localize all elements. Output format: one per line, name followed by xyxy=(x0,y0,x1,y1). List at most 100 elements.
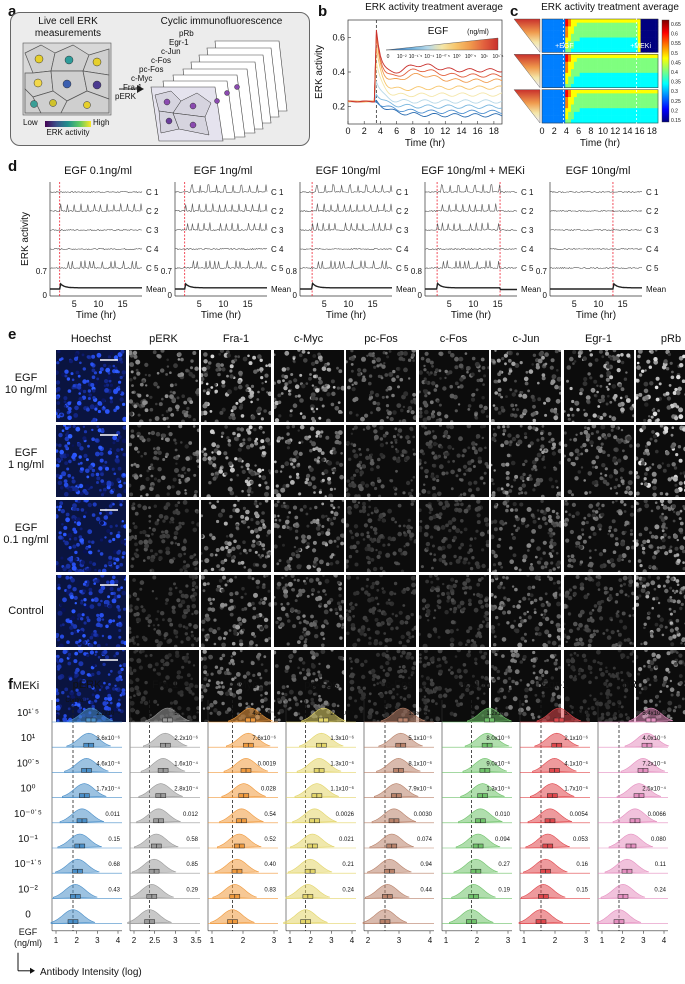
nucleus xyxy=(210,607,216,612)
nucleus xyxy=(412,415,416,421)
nucleus xyxy=(239,642,244,647)
heat-cell xyxy=(631,65,636,70)
nucleus xyxy=(210,472,215,476)
nucleus xyxy=(512,408,515,411)
nucleus xyxy=(186,604,190,609)
heat-cell xyxy=(582,44,586,49)
heat-cell xyxy=(614,100,618,105)
heat-cell xyxy=(646,65,650,70)
nucleus xyxy=(612,447,617,452)
nucleus xyxy=(251,601,255,606)
nucleus xyxy=(107,355,111,359)
nucleus xyxy=(67,415,72,421)
nucleus xyxy=(506,425,510,429)
nucleus xyxy=(94,381,98,386)
heat-cell xyxy=(565,37,569,42)
nucleus xyxy=(203,447,207,451)
nucleus xyxy=(92,389,96,393)
nucleus xyxy=(115,455,119,459)
heat-cell xyxy=(562,119,566,124)
nucleus xyxy=(321,366,326,371)
nucleus xyxy=(171,609,175,614)
heat-cell xyxy=(611,97,615,102)
heat-cell xyxy=(626,41,630,46)
heat-cell xyxy=(544,65,549,70)
heat-cell xyxy=(602,26,607,31)
nucleus xyxy=(459,530,463,534)
heat-cell xyxy=(652,61,656,66)
heat-cell xyxy=(623,19,627,24)
nucleus xyxy=(320,458,325,462)
heat-cell xyxy=(626,65,630,70)
heat-cell xyxy=(614,54,618,59)
nucleus xyxy=(76,507,80,512)
nucleus xyxy=(274,418,279,422)
nucleus xyxy=(205,616,211,622)
nucleus xyxy=(94,407,98,411)
heat-cell xyxy=(600,111,604,116)
heat-cell xyxy=(547,119,551,124)
nucleus xyxy=(611,384,616,389)
heat-cell xyxy=(623,54,627,59)
nucleus xyxy=(433,388,437,392)
nucleus xyxy=(259,555,262,559)
nucleus xyxy=(500,443,505,448)
colorbar-tick-label: 0.55 xyxy=(671,41,681,47)
nucleus xyxy=(88,587,93,592)
heat-cell xyxy=(553,104,557,109)
nucleus xyxy=(359,470,364,475)
nucleus xyxy=(229,514,233,519)
nucleus xyxy=(97,409,101,414)
nucleus xyxy=(340,518,344,524)
nucleus xyxy=(571,413,574,417)
nucleus xyxy=(276,500,280,504)
nucleus xyxy=(636,456,639,461)
heat-cell xyxy=(652,100,656,105)
nucleus xyxy=(508,369,513,373)
heat-cell xyxy=(594,108,598,113)
nucleus xyxy=(93,371,97,375)
heat-cell xyxy=(559,104,563,109)
heat-cell xyxy=(556,19,560,24)
heat-cell xyxy=(631,89,636,94)
heat-cell xyxy=(542,97,546,102)
nucleus xyxy=(506,504,510,508)
nucleus xyxy=(247,568,252,572)
heat-cell xyxy=(623,69,627,74)
nucleus xyxy=(527,444,532,448)
nucleus xyxy=(604,467,608,471)
nucleus xyxy=(71,515,77,520)
nucleus xyxy=(224,583,228,587)
heat-cell xyxy=(640,48,644,53)
nucleus xyxy=(237,500,240,502)
heat-cell xyxy=(594,83,598,88)
nucleus xyxy=(64,369,69,374)
nucleus xyxy=(654,385,659,390)
nucleus xyxy=(94,579,98,583)
heat-cell xyxy=(620,97,624,102)
nucleus xyxy=(536,560,540,564)
heat-cell xyxy=(562,83,566,88)
heat-cell xyxy=(553,44,557,49)
heat-cell xyxy=(576,48,580,53)
nucleus xyxy=(83,515,86,519)
nucleus xyxy=(306,351,310,355)
nucleus xyxy=(361,377,367,383)
nucleus xyxy=(663,359,668,364)
nucleus xyxy=(629,529,633,532)
nucleus xyxy=(476,513,481,518)
x-tick-label: 5 xyxy=(447,299,452,309)
heat-cell xyxy=(617,80,621,85)
nucleus xyxy=(182,625,185,629)
nucleus xyxy=(522,393,528,399)
nucleus xyxy=(472,480,477,485)
nucleus xyxy=(334,439,339,445)
nucleus xyxy=(229,467,235,473)
nucleus xyxy=(447,350,451,354)
nucleus xyxy=(326,528,330,532)
nucleus xyxy=(56,414,61,419)
nucleus xyxy=(283,374,288,379)
heat-cell xyxy=(655,65,659,70)
nucleus xyxy=(555,562,560,567)
nucleus xyxy=(143,543,149,549)
